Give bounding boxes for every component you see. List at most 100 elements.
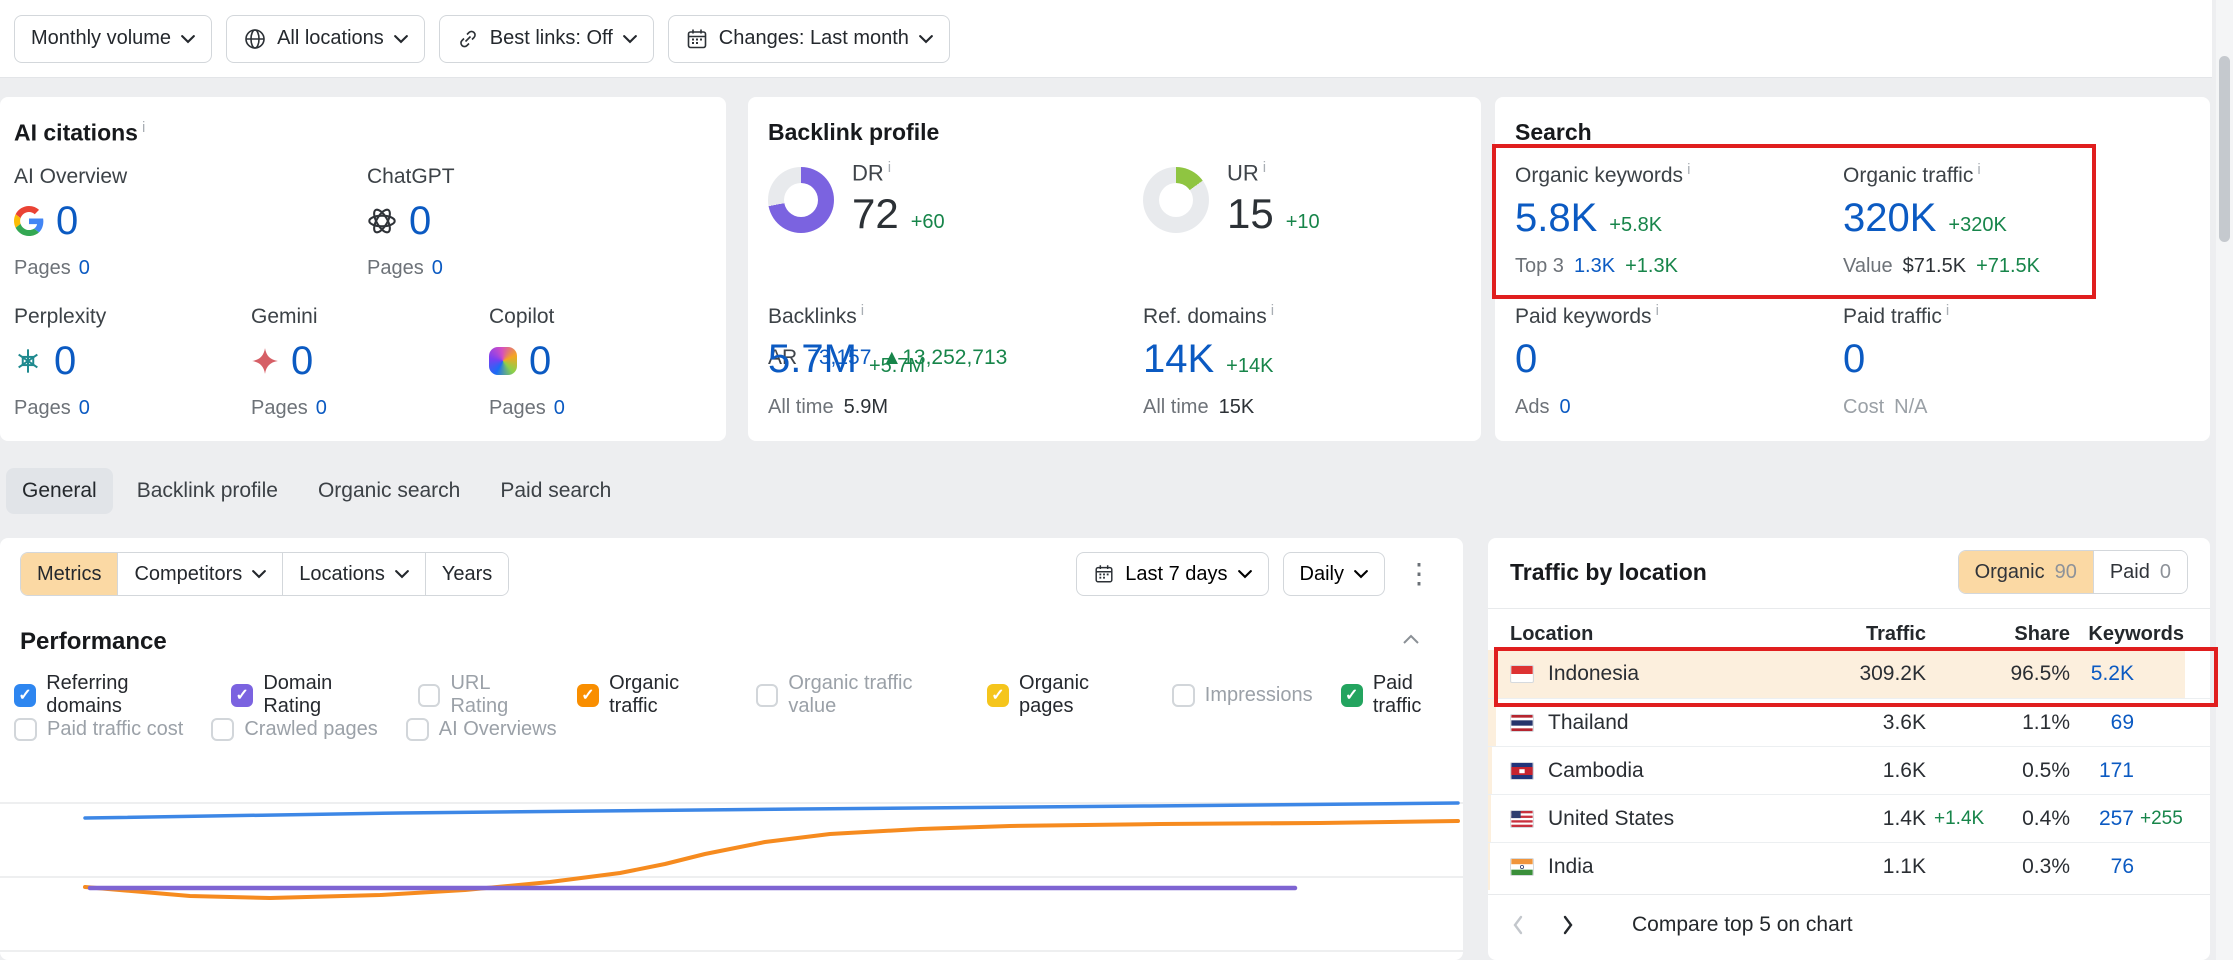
collapse-chevron-icon[interactable] — [1401, 632, 1421, 646]
ref-domains-value-link[interactable]: 14K — [1143, 337, 1215, 381]
calendar-icon — [1095, 565, 1113, 583]
keywords-link[interactable]: 5.2K — [2090, 662, 2134, 685]
copilot-icon — [489, 347, 517, 375]
paid-keywords-value-link[interactable]: 0 — [1515, 337, 1538, 381]
chatgpt-count[interactable]: 0 — [409, 198, 432, 243]
segment-competitors[interactable]: Competitors — [117, 553, 283, 595]
flag-thailand-icon — [1510, 713, 1534, 732]
metric-organic-traffic[interactable]: ✓ Organic traffic — [576, 672, 728, 718]
metric-paid-traffic[interactable]: ✓ Paid traffic — [1340, 672, 1463, 718]
table-row-thailand[interactable]: Thailand 3.6K 1.1% 69 — [1488, 698, 2210, 746]
granularity-dropdown[interactable]: Daily — [1282, 552, 1385, 596]
keywords-link[interactable]: 171 — [2098, 758, 2134, 782]
metric-url-rating[interactable]: ✓ URL Rating — [418, 672, 549, 718]
compare-top5-link[interactable]: Compare top 5 on chart — [1632, 912, 1853, 936]
dr-value: 72 — [852, 190, 899, 238]
pages-count-link[interactable]: 0 — [315, 397, 327, 419]
table-row-india[interactable]: India 1.1K 0.3% 76 — [1488, 842, 2210, 890]
keywords-link[interactable]: 76 — [2110, 854, 2134, 878]
filter-label: Best links: Off — [489, 27, 613, 49]
locations-filter[interactable]: All locations — [226, 14, 425, 63]
monthly-volume-filter[interactable]: Monthly volume — [14, 14, 213, 63]
ur-delta: +10 — [1285, 211, 1320, 234]
info-icon[interactable]: i — [887, 159, 892, 176]
pages-count-link[interactable]: 0 — [431, 257, 443, 279]
tab-general[interactable]: General — [6, 468, 113, 514]
pages-count-link[interactable]: 0 — [78, 397, 90, 419]
share-bar — [1488, 747, 1492, 794]
metric-referring-domains[interactable]: ✓ Referring domains — [14, 672, 203, 718]
keywords-link[interactable]: 69 — [2110, 710, 2134, 734]
organic-keywords-metric: Organic keywords i 5.8K +5.8K Top 3 1.3K … — [1515, 161, 1691, 277]
info-icon[interactable]: i — [1977, 161, 1981, 178]
perplexity-icon — [18, 349, 38, 373]
organic-traffic-value-link[interactable]: 320K — [1843, 196, 1937, 240]
filter-label: Monthly volume — [31, 27, 172, 49]
paid-traffic-value-link[interactable]: 0 — [1843, 337, 1866, 381]
chevron-down-icon — [1237, 570, 1252, 579]
metric-ai-overviews[interactable]: ✓ AI Overviews — [405, 718, 557, 741]
organic-paid-toggle: Organic 90 Paid 0 — [1957, 550, 2188, 594]
info-icon[interactable]: i — [1945, 302, 1950, 319]
locations-table-header: Location Traffic Share Keywords — [1510, 622, 2184, 645]
calendar-icon — [687, 29, 707, 48]
pages-count-link[interactable]: 0 — [553, 397, 565, 419]
segment-metrics[interactable]: Metrics — [21, 553, 118, 595]
tab-organic-search[interactable]: Organic search — [317, 479, 461, 502]
scrollbar-thumb[interactable] — [2219, 56, 2230, 242]
chart-mode-segments: Metrics Competitors Locations Years — [20, 552, 510, 596]
ai-item-copilot: Copilot 0 Pages 0 — [489, 305, 565, 419]
ai-overview-count[interactable]: 0 — [56, 198, 79, 243]
table-row-united-states[interactable]: United States 1.4K +1.4K 0.4% 257 +255 — [1488, 794, 2210, 842]
pages-count-link[interactable]: 0 — [78, 257, 90, 279]
organic-keywords-value-link[interactable]: 5.8K — [1515, 196, 1598, 240]
tab-paid-search[interactable]: Paid search — [500, 479, 612, 502]
keywords-link[interactable]: 257 — [2098, 806, 2134, 830]
info-icon[interactable]: i — [1687, 161, 1691, 178]
ref-domains-metric: Ref. domains i 14K +14K All time 15K — [1143, 302, 1275, 418]
metric-impressions[interactable]: ✓ Impressions — [1171, 683, 1313, 707]
ar-value-link[interactable]: 73,157 — [807, 346, 872, 369]
ur-block: UR i 15 +10 — [1143, 159, 1320, 238]
info-icon[interactable]: i — [141, 119, 146, 136]
table-row-cambodia[interactable]: Cambodia 1.6K 0.5% 171 — [1488, 746, 2210, 794]
checkbox-icon: ✓ — [1340, 683, 1363, 707]
tab-backlink-profile[interactable]: Backlink profile — [136, 479, 278, 502]
checkbox-icon: ✓ — [14, 718, 37, 741]
ads-value-link[interactable]: 0 — [1559, 396, 1571, 418]
prev-page-icon[interactable] — [1510, 913, 1526, 937]
filter-label: All locations — [277, 27, 384, 49]
info-icon[interactable]: i — [1655, 302, 1659, 319]
best-links-filter[interactable]: Best links: Off — [438, 14, 654, 63]
info-icon[interactable]: i — [1262, 159, 1267, 176]
metric-domain-rating[interactable]: ✓ Domain Rating — [231, 672, 390, 718]
more-options-kebab-icon[interactable]: ⋮ — [1405, 558, 1433, 589]
segment-years[interactable]: Years — [424, 553, 509, 595]
table-row-indonesia[interactable]: Indonesia 309.2K 96.5% 5.2K — [1488, 650, 2210, 698]
segment-locations[interactable]: Locations — [282, 553, 425, 595]
flag-united-states-icon — [1510, 809, 1534, 828]
backlinks-value-link[interactable]: 5.7M — [768, 337, 857, 381]
flag-cambodia-icon — [1510, 761, 1534, 780]
ur-value: 15 — [1227, 190, 1274, 238]
metric-organic-traffic-value[interactable]: ✓ Organic traffic value — [756, 672, 959, 718]
metric-paid-traffic-cost[interactable]: ✓ Paid traffic cost — [14, 718, 183, 741]
globe-icon — [245, 28, 265, 49]
toggle-organic[interactable]: Organic 90 — [1958, 551, 2093, 593]
changes-filter[interactable]: Changes: Last month — [667, 14, 950, 63]
date-range-dropdown[interactable]: Last 7 days — [1076, 552, 1269, 596]
link-icon — [459, 30, 476, 47]
toggle-paid[interactable]: Paid 0 — [2092, 551, 2187, 593]
gemini-count[interactable]: 0 — [291, 338, 314, 383]
metric-toggles-row-2: ✓ Paid traffic cost ✓ Crawled pages ✓ AI… — [14, 718, 557, 741]
ur-gauge — [1143, 167, 1209, 233]
next-page-icon[interactable] — [1560, 913, 1576, 937]
copilot-count[interactable]: 0 — [529, 338, 552, 383]
info-icon[interactable]: i — [1270, 302, 1275, 319]
info-icon[interactable]: i — [860, 302, 865, 319]
perplexity-count[interactable]: 0 — [54, 338, 77, 383]
top3-value-link[interactable]: 1.3K — [1573, 255, 1616, 277]
metric-organic-pages[interactable]: ✓ Organic pages — [986, 672, 1144, 718]
metric-crawled-pages[interactable]: ✓ Crawled pages — [211, 718, 378, 741]
ai-item-ai-overview: AI Overview 0 Pages 0 — [14, 165, 128, 279]
